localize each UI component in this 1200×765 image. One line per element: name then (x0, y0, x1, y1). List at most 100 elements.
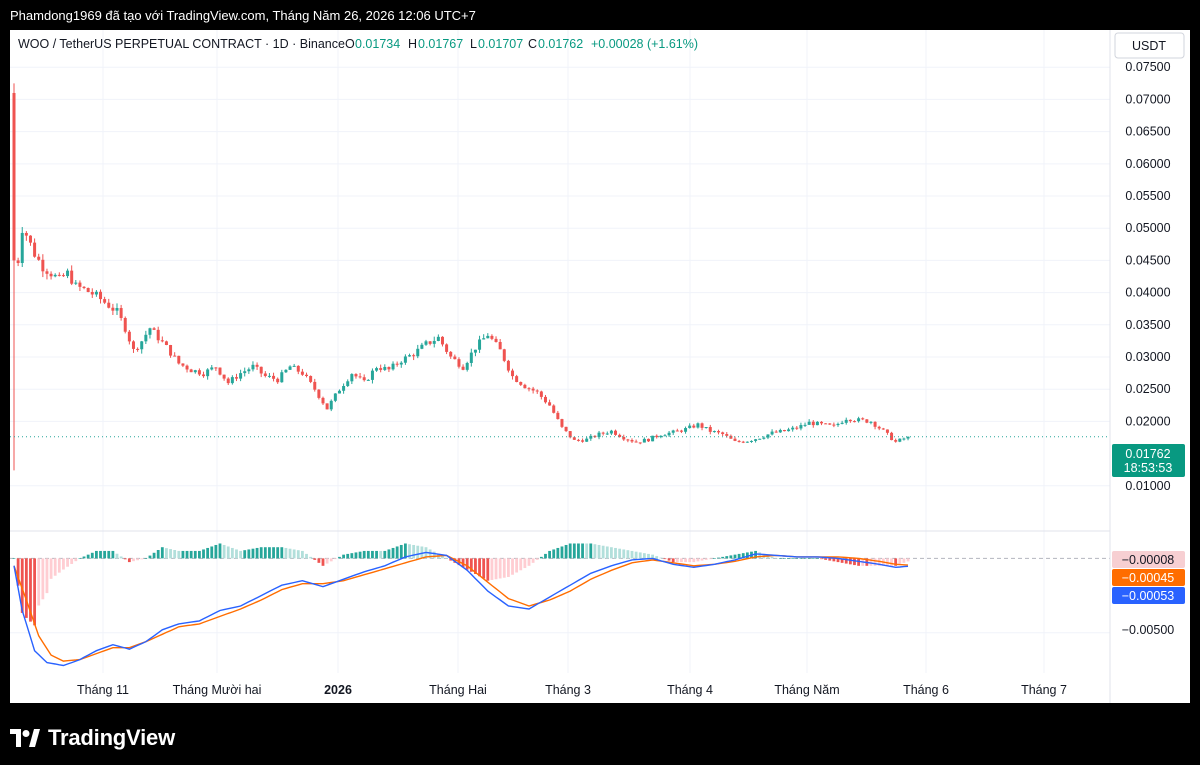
histogram-bar (486, 558, 490, 581)
candle-body (688, 425, 692, 429)
candle-body (737, 440, 741, 442)
histogram-bar (449, 558, 453, 561)
candle-body (292, 365, 296, 367)
histogram-bar (548, 550, 551, 559)
histogram-bar (465, 558, 469, 570)
time-tick-label: Tháng Mười hai (173, 683, 262, 697)
candle-body (362, 377, 366, 381)
histogram-bar (519, 558, 523, 571)
histogram-bar (840, 558, 844, 563)
histogram-bar (581, 543, 584, 559)
candle-body (774, 431, 778, 433)
chart-svg[interactable]: 0.07500 0.07000 0.06500 0.06000 0.05500 0.050… (10, 30, 1190, 703)
candle-body (655, 435, 659, 438)
candle-body (342, 386, 346, 391)
histogram-bar (535, 558, 539, 560)
candle-body (465, 362, 469, 370)
candle-body (857, 418, 861, 422)
candle-body (45, 271, 49, 274)
histogram-bar (873, 558, 877, 566)
histogram-bar (758, 552, 762, 559)
candle-body (383, 366, 387, 370)
currency-button-frame[interactable] (1114, 32, 1185, 59)
histogram-bar (296, 550, 300, 559)
tradingview-logo[interactable]: TradingView (10, 725, 175, 751)
histogram-bar (725, 556, 729, 559)
candle-body (53, 274, 57, 277)
candle-body (531, 388, 535, 391)
histogram-bar (552, 549, 556, 559)
last-price-label: 0.01762 18:53:53 (1112, 444, 1185, 477)
currency-button-label[interactable]: USDT (1132, 39, 1166, 53)
histogram-bar (795, 558, 799, 559)
histogram-bar (395, 546, 399, 559)
histogram-bar (136, 558, 139, 561)
high-label: H (408, 37, 417, 51)
histogram-bar (313, 558, 317, 560)
candle-body (873, 421, 877, 427)
candle-body (366, 379, 370, 381)
candle-body (210, 367, 214, 370)
histogram-bar (803, 558, 807, 559)
symbol-title: WOO / TetherUS PERPETUAL CONTRACT · 1D ·… (18, 37, 345, 51)
histogram-bar (177, 550, 181, 559)
histogram-bar (354, 552, 358, 559)
currency-button[interactable]: USDT (1114, 32, 1185, 59)
candle-body (725, 434, 729, 436)
candle-body (226, 378, 230, 384)
candle-body (807, 421, 811, 425)
histogram-bar (420, 546, 424, 559)
candle-body (243, 371, 247, 374)
histogram-bar (66, 558, 69, 567)
histogram-bar (836, 558, 840, 563)
candle-body (107, 302, 111, 308)
candle-body (630, 439, 634, 442)
chart-panel[interactable]: 0.07500 0.07000 0.06500 0.06000 0.05500 0.050… (10, 30, 1190, 703)
price-axis[interactable]: 0.07500 0.07000 0.06500 0.06000 0.05500 0.050… (1125, 60, 1170, 493)
candle-body (206, 369, 210, 377)
candle-body (461, 366, 465, 370)
candle-body (478, 339, 482, 350)
candle-body (609, 430, 613, 434)
candle-body (136, 348, 140, 350)
candle-body (758, 438, 762, 440)
change-value: +0.00028 (+1.61%) (591, 37, 698, 51)
histogram-bar (375, 550, 378, 559)
histogram-bar (206, 547, 210, 559)
candle-body (539, 391, 543, 397)
histogram-bar (614, 547, 617, 559)
candle-body (189, 369, 193, 373)
candle-body (321, 397, 325, 404)
candle-body (288, 366, 292, 370)
candle-body (490, 335, 494, 339)
histogram-bar (12, 558, 16, 559)
time-axis[interactable]: Tháng 11 Tháng Mười hai 2026 Tháng Hai Tháng… (77, 683, 1067, 697)
histogram-bar (119, 556, 123, 559)
candle-body (408, 355, 412, 357)
histogram-bar (428, 549, 432, 559)
grid-lines (10, 30, 1110, 673)
histogram-bar (502, 558, 506, 578)
candle-body (511, 370, 515, 377)
histogram-bar (593, 544, 597, 559)
histogram-bar (807, 558, 811, 559)
candle-body (317, 389, 321, 398)
candle-body (502, 349, 506, 361)
candle-body (255, 364, 259, 367)
histogram-bar (853, 558, 856, 566)
histogram-bar (329, 558, 333, 562)
candle-body (432, 340, 436, 344)
candle-body (597, 432, 601, 438)
price-tick-label: 0.07000 (1125, 92, 1170, 106)
histogram-bar (906, 558, 910, 562)
histogram-bar (515, 558, 519, 573)
histogram-bar (844, 558, 848, 564)
histogram-bar (404, 543, 407, 559)
histogram-bar (774, 558, 778, 559)
candle-body (473, 349, 477, 353)
histogram-bar (276, 547, 280, 559)
candle-body (173, 355, 177, 357)
candle-body (778, 430, 782, 433)
histogram-bar (371, 550, 374, 559)
histogram-bar (713, 558, 716, 559)
